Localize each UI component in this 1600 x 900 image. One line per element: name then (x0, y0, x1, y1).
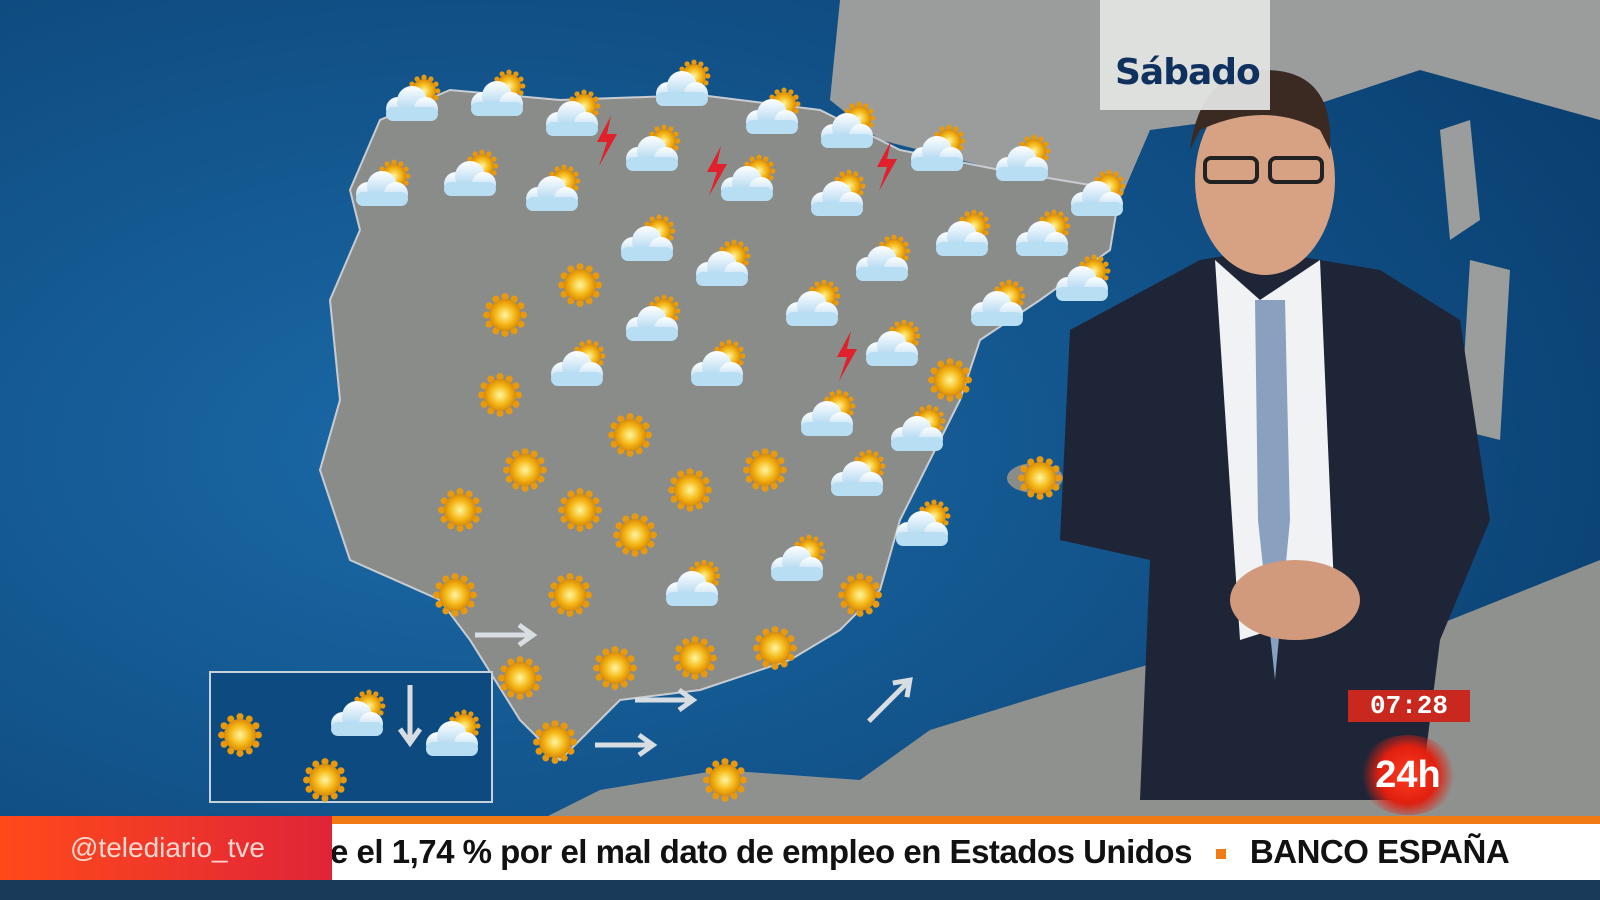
storm-icon (837, 331, 857, 381)
sun-icon (218, 713, 262, 757)
sun-icon (928, 358, 972, 402)
ticker-headline: e el 1,74 % por el mal dato de empleo en… (330, 833, 1192, 870)
sun-icon (593, 646, 637, 690)
sun-cloud-icon (386, 74, 441, 121)
sun-cloud-icon (786, 279, 841, 326)
sun-icon (753, 626, 797, 670)
broadcast-clock: 07:28 (1348, 690, 1470, 722)
wind-arrow-icon (397, 685, 423, 748)
sun-cloud-icon (551, 339, 606, 386)
sun-icon (303, 758, 347, 802)
sun-cloud-icon (896, 499, 951, 546)
sun-icon (498, 656, 542, 700)
sun-cloud-icon (936, 209, 991, 256)
sun-cloud-icon (656, 59, 711, 106)
sun-icon (1018, 456, 1062, 500)
sun-icon (533, 720, 577, 764)
sun-cloud-icon (691, 339, 746, 386)
sun-icon (608, 413, 652, 457)
sun-cloud-icon (356, 159, 411, 206)
sun-cloud-icon (721, 154, 776, 201)
sun-cloud-icon (666, 559, 721, 606)
ticker-bottom-strip (0, 880, 1600, 900)
sun-cloud-icon (626, 294, 681, 341)
sun-cloud-icon (746, 87, 801, 134)
ticker-next-headline: BANCO ESPAÑA (1249, 833, 1510, 870)
sun-icon (743, 448, 787, 492)
presenter (1060, 70, 1490, 800)
storm-icon (877, 141, 897, 191)
sun-icon (483, 293, 527, 337)
sun-icon (503, 448, 547, 492)
sun-icon (703, 758, 747, 802)
sun-cloud-icon (831, 449, 886, 496)
sun-icon (548, 573, 592, 617)
sun-cloud-icon (996, 134, 1051, 181)
sun-cloud-icon (811, 169, 866, 216)
sun-icon (558, 263, 602, 307)
sun-cloud-icon (1016, 209, 1071, 256)
sun-cloud-icon (331, 689, 386, 736)
sun-cloud-icon (426, 709, 481, 756)
sun-cloud-icon (821, 101, 876, 148)
sun-cloud-icon (771, 534, 826, 581)
sun-cloud-icon (526, 164, 581, 211)
ticker-accent-bar (0, 816, 1600, 824)
ticker-separator (1215, 849, 1226, 860)
day-label-panel (1100, 0, 1270, 110)
sun-cloud-icon (471, 69, 526, 116)
ticker-text: e el 1,74 % por el mal dato de empleo en… (330, 824, 1510, 880)
sun-cloud-icon (891, 404, 946, 451)
sun-cloud-icon (911, 124, 966, 171)
wind-arrow-icon (595, 732, 658, 758)
sun-cloud-icon (856, 234, 911, 281)
social-handle: @telediario_tve (0, 816, 332, 880)
sun-cloud-icon (546, 89, 601, 136)
storm-icon (597, 116, 617, 166)
storm-icon (707, 146, 727, 196)
wind-arrow-icon (867, 677, 913, 723)
sun-icon (478, 373, 522, 417)
sun-cloud-icon (621, 214, 676, 261)
channel-24h-logo: 24h (1358, 735, 1458, 815)
sun-cloud-icon (801, 389, 856, 436)
sun-cloud-icon (1056, 254, 1111, 301)
sun-icon (438, 488, 482, 532)
wind-arrow-icon (475, 622, 538, 648)
wind-arrow-icon (635, 687, 698, 713)
sun-cloud-icon (696, 239, 751, 286)
sun-icon (668, 468, 712, 512)
sun-icon (673, 636, 717, 680)
sun-cloud-icon (971, 279, 1026, 326)
sun-icon (838, 573, 882, 617)
sun-icon (433, 573, 477, 617)
sun-cloud-icon (866, 319, 921, 366)
sun-cloud-icon (444, 149, 499, 196)
sun-icon (558, 488, 602, 532)
sun-cloud-icon (626, 124, 681, 171)
sun-cloud-icon (1071, 169, 1126, 216)
sun-icon (613, 513, 657, 557)
forecast-day-title: Sábado (1115, 52, 1261, 93)
